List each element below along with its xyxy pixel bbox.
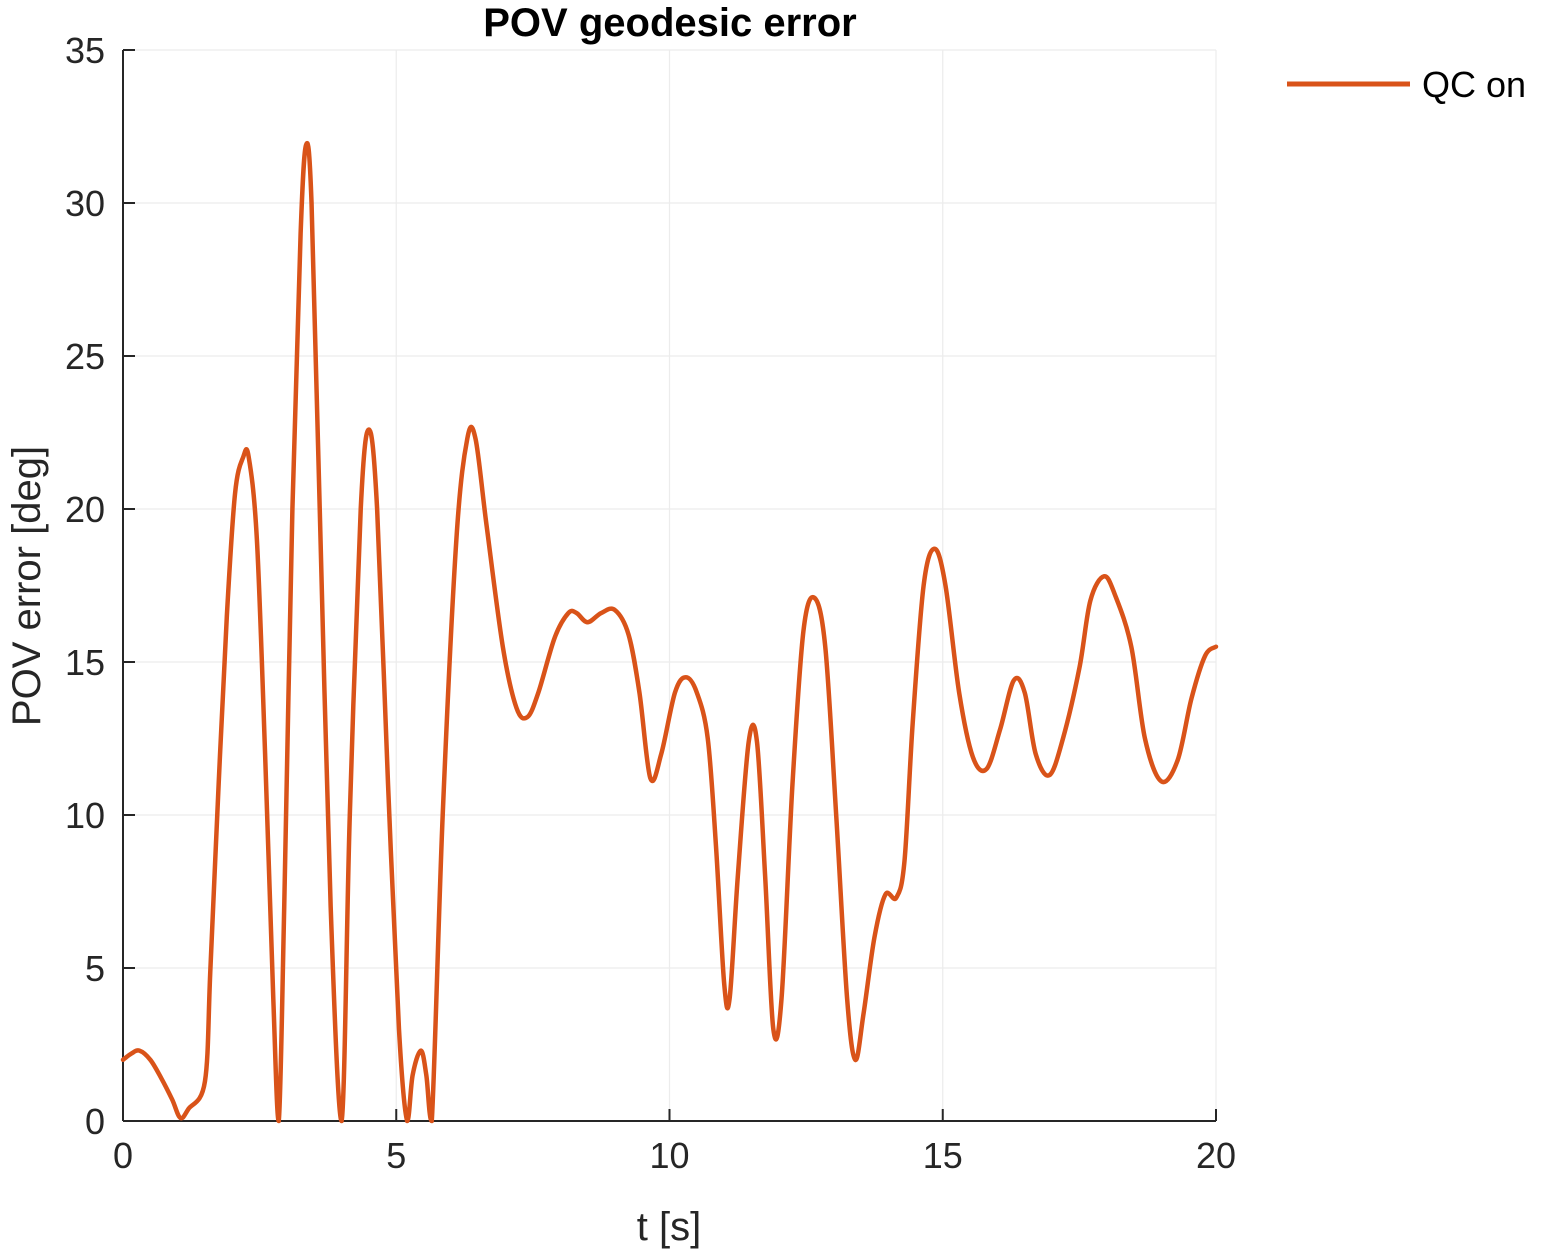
y-tick-label: 35 bbox=[65, 30, 105, 71]
y-tick-label: 5 bbox=[85, 948, 105, 989]
y-tick-label: 10 bbox=[65, 795, 105, 836]
x-tick-label: 15 bbox=[923, 1135, 963, 1176]
y-axis-label: POV error [deg] bbox=[5, 446, 49, 726]
legend: QC on bbox=[1287, 64, 1526, 105]
x-tick-label: 5 bbox=[386, 1135, 406, 1176]
x-tick-label: 20 bbox=[1196, 1135, 1236, 1176]
x-tick-label: 0 bbox=[113, 1135, 133, 1176]
y-tick-label: 0 bbox=[85, 1101, 105, 1142]
x-tick-label: 10 bbox=[649, 1135, 689, 1176]
y-tick-label: 15 bbox=[65, 642, 105, 683]
grid bbox=[122, 49, 1217, 1122]
y-tick-label: 25 bbox=[65, 336, 105, 377]
y-tick-label: 30 bbox=[65, 183, 105, 224]
plot-lines bbox=[120, 140, 1219, 1124]
chart-title: POV geodesic error bbox=[483, 1, 856, 45]
axes bbox=[122, 49, 1217, 1122]
x-axis-label: t [s] bbox=[637, 1205, 701, 1249]
y-tick-label: 20 bbox=[65, 489, 105, 530]
series-line-0 bbox=[120, 140, 1219, 1124]
legend-entry-label: QC on bbox=[1422, 64, 1526, 105]
y-tick-labels: 0 5 10 15 20 25 30 35 bbox=[65, 30, 105, 1142]
x-tick-labels: 0 5 10 15 20 bbox=[113, 1135, 1236, 1176]
